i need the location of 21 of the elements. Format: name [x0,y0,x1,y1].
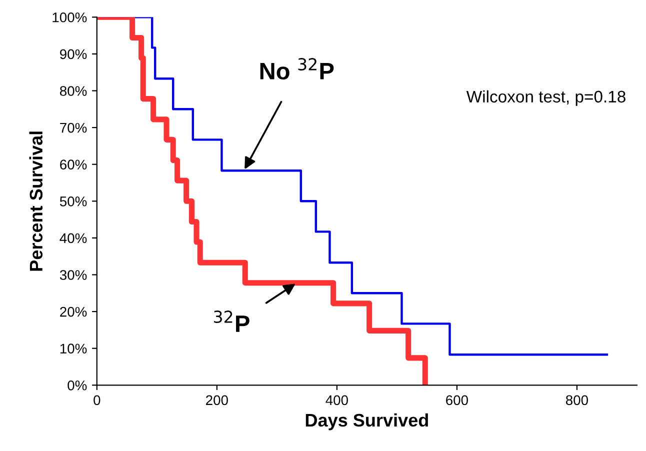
annotation: No $^{32}$P [260,58,334,80]
x-tick-label: 400 [326,395,348,406]
y-tick-label: 80% [60,86,87,96]
x-axis-title: Days Survived [306,413,428,430]
x-tick-label: 800 [566,395,588,406]
y-tick-label: 30% [60,270,87,280]
annotation: $^{32}$P [214,310,250,332]
x-tick-label: 200 [206,395,228,406]
y-tick-label: 40% [60,233,87,244]
y-axis-title: Percent Survival [29,132,43,271]
y-tick-label: 90% [60,49,87,60]
annotation: Wilcoxon test, p=0.18 [466,90,626,106]
x-tick-label: 0 [94,395,100,406]
x-tick-label: 600 [446,395,468,406]
y-tick-label: 100% [52,12,87,22]
y-tick-label: 20% [60,306,87,317]
y-tick-label: 10% [60,344,87,354]
y-tick-label: 60% [60,160,87,170]
y-tick-label: 0% [68,380,87,390]
y-tick-label: 70% [60,122,87,133]
y-tick-label: 50% [60,196,87,206]
